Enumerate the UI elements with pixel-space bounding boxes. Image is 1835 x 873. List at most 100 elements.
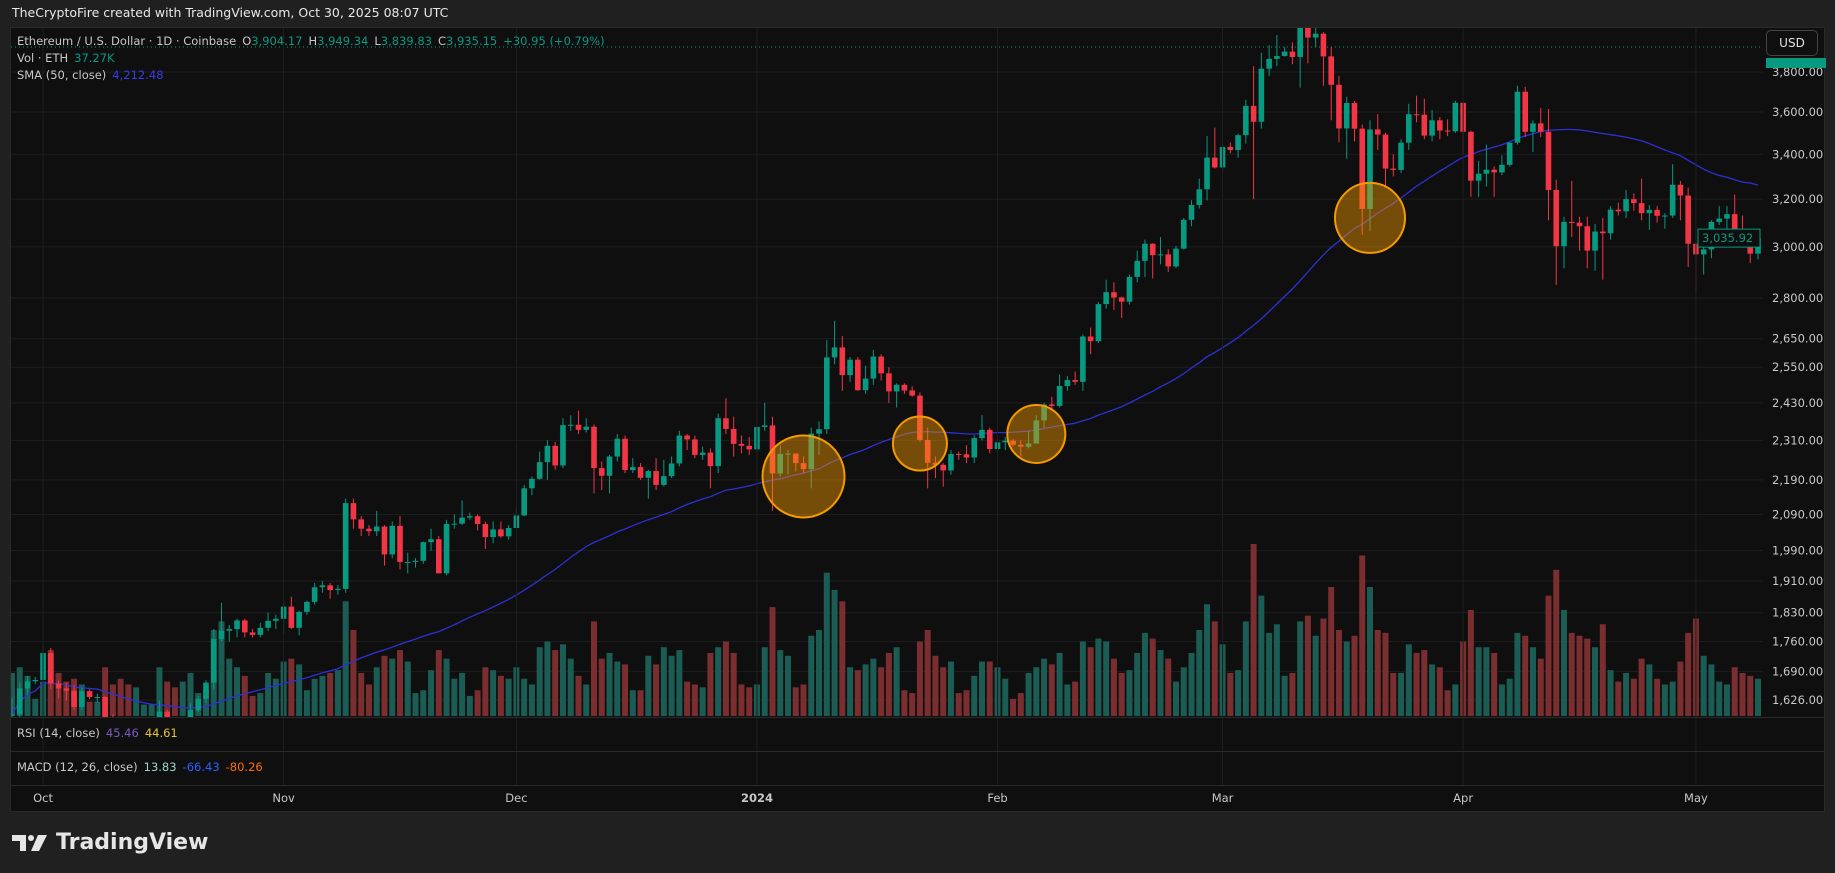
candle[interactable] — [684, 433, 690, 451]
candle[interactable] — [800, 456, 807, 474]
candle[interactable] — [474, 514, 481, 531]
candle[interactable] — [1568, 180, 1575, 238]
pane-divider[interactable] — [11, 751, 1824, 752]
candle[interactable] — [1142, 239, 1148, 278]
candle[interactable] — [668, 456, 675, 479]
candle[interactable] — [1250, 66, 1257, 200]
candle[interactable] — [1677, 180, 1684, 221]
candle[interactable] — [1018, 440, 1024, 457]
candle[interactable] — [94, 693, 101, 703]
candle[interactable] — [1545, 108, 1552, 221]
candle[interactable] — [1041, 402, 1047, 428]
candle[interactable] — [630, 458, 636, 474]
candle[interactable] — [1662, 213, 1668, 229]
candle[interactable] — [24, 675, 31, 695]
candle[interactable] — [963, 445, 970, 464]
candle[interactable] — [1095, 301, 1102, 343]
candle[interactable] — [560, 418, 566, 469]
candle[interactable] — [1025, 430, 1032, 449]
candle[interactable] — [614, 433, 621, 462]
candle[interactable] — [327, 582, 333, 599]
main-pane[interactable] — [9, 17, 1763, 748]
candle[interactable] — [1266, 45, 1272, 76]
candle[interactable] — [1669, 164, 1676, 218]
candle[interactable] — [358, 516, 364, 536]
candle[interactable] — [831, 320, 838, 365]
candle[interactable] — [1343, 96, 1350, 159]
candle[interactable] — [1514, 85, 1521, 145]
candle[interactable] — [187, 702, 194, 731]
candle[interactable] — [792, 453, 799, 472]
candle[interactable] — [164, 709, 170, 733]
candle[interactable] — [257, 622, 264, 638]
candle[interactable] — [591, 424, 597, 494]
candle[interactable] — [1212, 127, 1218, 169]
candle[interactable] — [71, 684, 77, 710]
candle[interactable] — [412, 558, 419, 568]
candle[interactable] — [1576, 216, 1583, 251]
candle[interactable] — [443, 519, 450, 576]
candle[interactable] — [979, 415, 985, 441]
candle[interactable] — [761, 402, 768, 431]
candle[interactable] — [738, 435, 745, 454]
candle[interactable] — [808, 427, 815, 489]
candle[interactable] — [9, 698, 15, 721]
candle[interactable] — [428, 528, 434, 551]
candle[interactable] — [459, 500, 465, 526]
candle[interactable] — [226, 624, 233, 642]
candle[interactable] — [1134, 250, 1140, 283]
candle[interactable] — [102, 696, 108, 733]
candle[interactable] — [1359, 124, 1366, 235]
candle[interactable] — [1289, 42, 1296, 65]
candle[interactable] — [1320, 32, 1327, 86]
candle[interactable] — [1475, 160, 1482, 197]
candle[interactable] — [288, 596, 295, 630]
candle[interactable] — [1444, 119, 1451, 137]
candle[interactable] — [1654, 206, 1660, 223]
candle[interactable] — [785, 450, 791, 475]
candle[interactable] — [1382, 132, 1389, 186]
candle[interactable] — [699, 446, 706, 460]
candle[interactable] — [1274, 34, 1280, 67]
candle[interactable] — [707, 448, 714, 489]
candle[interactable] — [1413, 95, 1420, 123]
candle[interactable] — [342, 498, 349, 593]
candle[interactable] — [1165, 249, 1172, 273]
candle[interactable] — [1056, 374, 1063, 408]
candle[interactable] — [397, 516, 403, 570]
candle[interactable] — [1398, 139, 1404, 174]
candle[interactable] — [1561, 216, 1567, 269]
candle[interactable] — [955, 451, 962, 460]
candle[interactable] — [971, 435, 978, 464]
candle[interactable] — [304, 600, 310, 615]
candle[interactable] — [1731, 194, 1738, 235]
candle[interactable] — [637, 463, 644, 480]
candle[interactable] — [373, 510, 380, 536]
candle[interactable] — [381, 525, 388, 566]
candle[interactable] — [1033, 415, 1040, 444]
annotation-circle[interactable] — [761, 434, 846, 519]
symbol-title[interactable]: Ethereum / U.S. Dollar · 1D · Coinbase — [17, 34, 237, 48]
candle[interactable] — [575, 410, 582, 434]
candle[interactable] — [1103, 279, 1109, 309]
candle[interactable] — [529, 476, 535, 496]
candle[interactable] — [203, 680, 209, 703]
candle[interactable] — [606, 454, 613, 494]
candle[interactable] — [862, 365, 869, 394]
candle[interactable] — [467, 512, 473, 520]
candle[interactable] — [692, 435, 698, 459]
candle[interactable] — [1297, 18, 1303, 88]
candle[interactable] — [1196, 178, 1203, 209]
candle[interactable] — [1437, 117, 1443, 140]
candle[interactable] — [1406, 103, 1412, 150]
candle[interactable] — [63, 682, 70, 701]
candle[interactable] — [79, 687, 85, 710]
candle[interactable] — [1584, 216, 1591, 269]
candle[interactable] — [1173, 245, 1179, 269]
candle[interactable] — [1188, 200, 1195, 227]
candle[interactable] — [1716, 206, 1722, 226]
candle[interactable] — [1010, 438, 1016, 447]
tradingview-logo[interactable]: TradingView — [12, 830, 208, 855]
candle[interactable] — [210, 629, 217, 690]
candle[interactable] — [1126, 274, 1133, 305]
